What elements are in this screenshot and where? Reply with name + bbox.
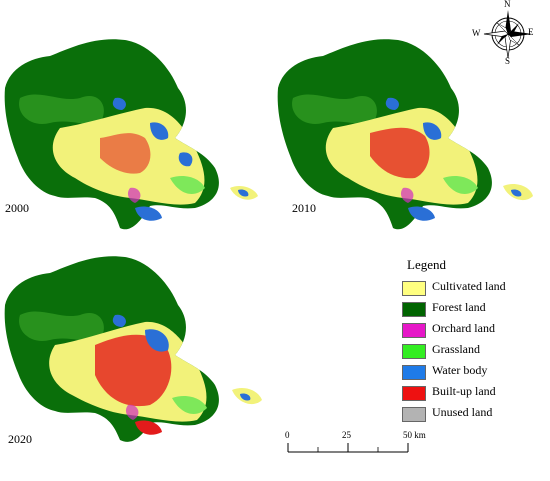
year-label: 2000 — [5, 201, 29, 215]
legend-swatch — [402, 344, 426, 359]
legend-title: Legend — [407, 257, 446, 272]
legend-swatch — [402, 281, 426, 296]
compass-n: N — [504, 0, 511, 9]
scale-label-0: 0 — [285, 430, 290, 440]
map-panel-2000: 2000 — [0, 28, 275, 259]
legend-item-forest-land: Forest land — [402, 300, 550, 317]
legend-label: Orchard land — [432, 321, 495, 335]
compass-e: E — [528, 27, 534, 37]
legend-label: Grassland — [432, 342, 480, 356]
legend-item-grassland: Grassland — [402, 342, 550, 359]
legend-item-unused-land: Unused land — [402, 405, 550, 422]
legend-swatch — [402, 386, 426, 401]
year-label: 2010 — [292, 201, 316, 215]
legend-item-cultivated-land: Cultivated land — [402, 279, 550, 296]
scale-label-25: 25 — [342, 430, 351, 440]
land-use-map-2010 — [277, 39, 533, 230]
legend-swatch — [402, 323, 426, 338]
legend-item-built-up-land: Built-up land — [402, 384, 550, 401]
map-panel-2010: 2010 — [275, 28, 550, 259]
compass-w: W — [472, 28, 481, 38]
map-panel-2020: 2020 — [0, 250, 275, 481]
legend-label: Forest land — [432, 300, 486, 314]
scale-label-50: 50 km — [403, 430, 426, 440]
legend-label: Water body — [432, 363, 488, 377]
legend-swatch — [402, 365, 426, 380]
legend-swatch — [402, 302, 426, 317]
land-use-map-2020 — [4, 256, 262, 442]
scale-bar: 0 25 50 km — [280, 430, 430, 460]
legend-item-water-body: Water body — [402, 363, 550, 380]
scale-bar-graphic — [287, 443, 409, 453]
legend-label: Unused land — [432, 405, 493, 419]
year-label: 2020 — [8, 432, 32, 446]
legend-item-orchard-land: Orchard land — [402, 321, 550, 338]
legend-swatch — [402, 407, 426, 422]
legend-label: Cultivated land — [432, 279, 506, 293]
compass-rose-icon — [483, 10, 532, 59]
legend-label: Built-up land — [432, 384, 496, 398]
north-arrow: N S W E — [472, 0, 538, 66]
map-legend: Legend Cultivated land Forest land Orcha… — [390, 254, 550, 424]
land-use-map-2000 — [4, 39, 258, 230]
compass-s: S — [505, 56, 511, 66]
